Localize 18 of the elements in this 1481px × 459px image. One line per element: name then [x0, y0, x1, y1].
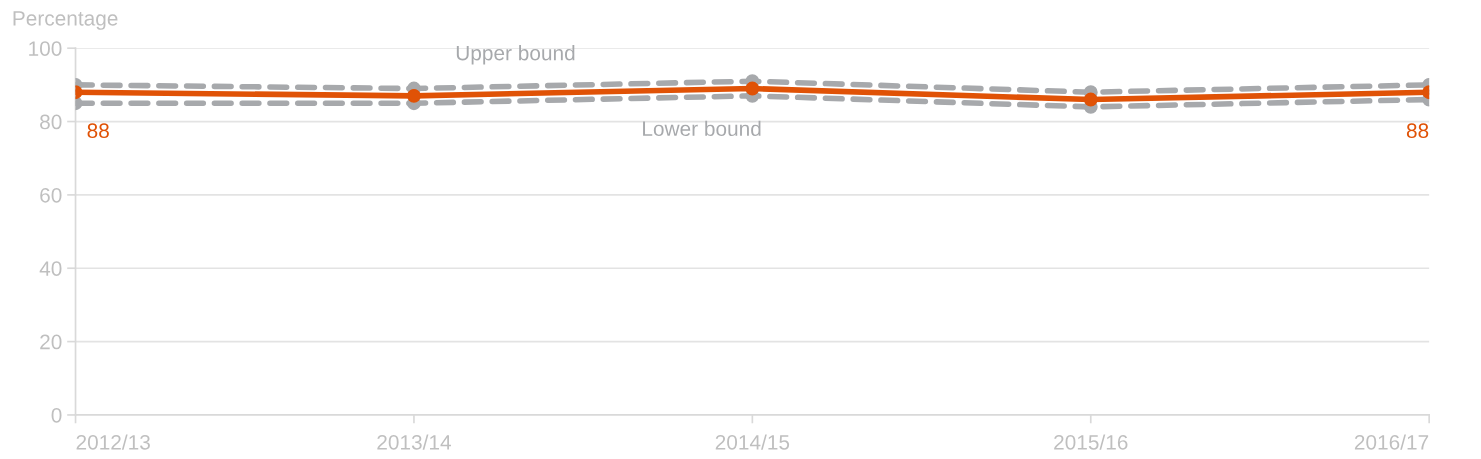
- point: [1083, 92, 1098, 107]
- y-tick-label: 20: [40, 334, 62, 350]
- x-tick-label: 2014/15: [715, 434, 790, 450]
- x-tick-label: 2016/17: [1354, 434, 1429, 450]
- series-label: Upper bound: [456, 45, 575, 65]
- series-label: Lower bound: [643, 120, 761, 137]
- y-tick-label: 0: [51, 407, 62, 423]
- data-label: 88: [87, 123, 109, 139]
- y-tick-label: 80: [40, 114, 62, 130]
- x-tick-label: 2012/13: [76, 434, 150, 450]
- y-tick-label: 100: [29, 41, 62, 56]
- y-tick-label: 60: [40, 187, 62, 203]
- point: [745, 81, 760, 96]
- y-axis-title: Percentage: [13, 11, 118, 30]
- data-label: 88: [1406, 123, 1429, 139]
- x-tick-label: 2015/16: [1054, 434, 1128, 450]
- y-tick-label: 40: [39, 261, 62, 276]
- x-tick-label: 2013/14: [377, 434, 451, 450]
